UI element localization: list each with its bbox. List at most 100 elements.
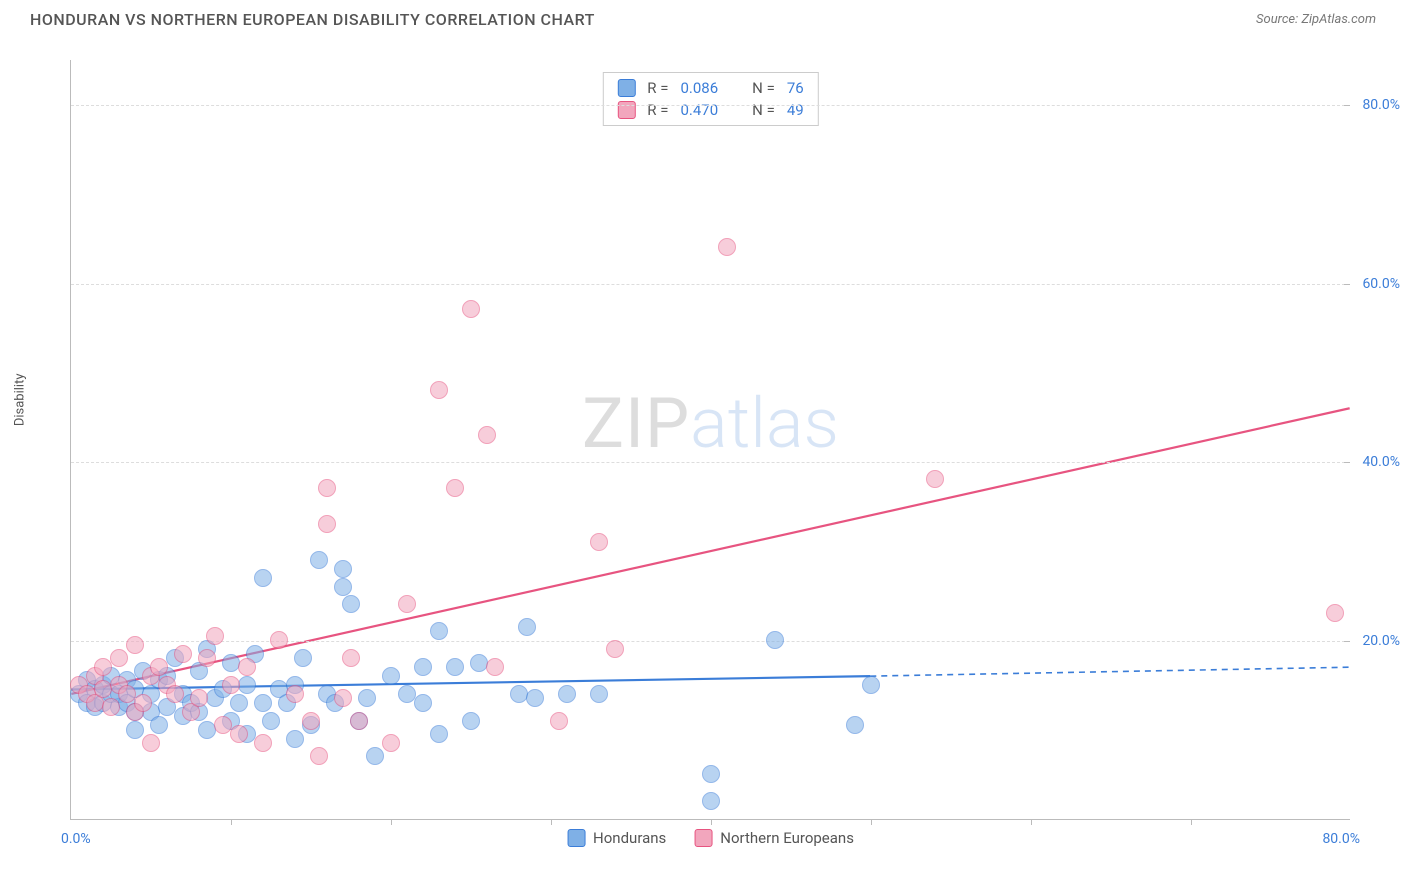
scatter-point-northern_europeans	[150, 658, 168, 676]
scatter-point-hondurans	[590, 685, 608, 703]
scatter-point-northern_europeans	[606, 640, 624, 658]
scatter-point-hondurans	[334, 578, 352, 596]
scatter-point-hondurans	[862, 676, 880, 694]
scatter-point-hondurans	[366, 747, 384, 765]
scatter-point-northern_europeans	[478, 426, 496, 444]
legend-swatch	[617, 101, 635, 119]
scatter-point-northern_europeans	[342, 649, 360, 667]
scatter-point-northern_europeans	[310, 747, 328, 765]
legend-swatch	[617, 79, 635, 97]
scatter-point-hondurans	[262, 712, 280, 730]
n-value: 49	[787, 101, 804, 119]
watermark-logo: ZIPatlas	[582, 383, 839, 465]
scatter-point-hondurans	[334, 560, 352, 578]
y-right-tick	[1344, 284, 1350, 285]
scatter-point-hondurans	[230, 694, 248, 712]
source-attribution: Source: ZipAtlas.com	[1256, 12, 1376, 27]
scatter-point-northern_europeans	[1326, 604, 1344, 622]
scatter-point-hondurans	[382, 667, 400, 685]
scatter-point-hondurans	[702, 792, 720, 810]
scatter-point-hondurans	[286, 730, 304, 748]
gridline	[71, 284, 1350, 285]
scatter-point-hondurans	[430, 725, 448, 743]
scatter-point-hondurans	[310, 551, 328, 569]
legend-item-northern_europeans: Northern Europeans	[694, 829, 854, 847]
scatter-point-hondurans	[462, 712, 480, 730]
r-label: R =	[647, 101, 668, 119]
scatter-point-northern_europeans	[462, 300, 480, 318]
scatter-point-northern_europeans	[222, 676, 240, 694]
scatter-point-northern_europeans	[590, 533, 608, 551]
legend-label: Hondurans	[593, 829, 666, 847]
r-value: 0.470	[680, 101, 718, 119]
scatter-point-hondurans	[558, 685, 576, 703]
correlation-stats-legend: R =0.086N =76R =0.470N =49	[602, 72, 818, 126]
scatter-point-northern_europeans	[166, 685, 184, 703]
scatter-point-northern_europeans	[238, 658, 256, 676]
legend-label: Northern Europeans	[720, 829, 854, 847]
n-value: 76	[787, 79, 804, 97]
scatter-point-hondurans	[358, 689, 376, 707]
x-tick	[231, 819, 232, 825]
scatter-point-northern_europeans	[318, 479, 336, 497]
series-legend: Hondurans Northern Europeans	[567, 829, 854, 847]
x-tick	[1031, 819, 1032, 825]
x-tick	[711, 819, 712, 825]
scatter-point-northern_europeans	[718, 238, 736, 256]
scatter-point-northern_europeans	[398, 595, 416, 613]
gridline	[71, 462, 1350, 463]
x-tick	[551, 819, 552, 825]
scatter-point-northern_europeans	[110, 649, 128, 667]
scatter-point-northern_europeans	[430, 381, 448, 399]
y-axis-label: Disability	[13, 373, 28, 426]
scatter-point-northern_europeans	[134, 694, 152, 712]
scatter-point-hondurans	[294, 649, 312, 667]
scatter-point-hondurans	[430, 622, 448, 640]
legend-swatch	[567, 829, 585, 847]
scatter-point-hondurans	[526, 689, 544, 707]
scatter-point-hondurans	[766, 631, 784, 649]
scatter-point-northern_europeans	[102, 698, 120, 716]
scatter-point-northern_europeans	[926, 470, 944, 488]
y-right-tick	[1344, 641, 1350, 642]
scatter-point-northern_europeans	[334, 689, 352, 707]
legend-item-hondurans: Hondurans	[567, 829, 666, 847]
watermark-part2: atlas	[690, 383, 839, 465]
scatter-point-hondurans	[414, 694, 432, 712]
scatter-point-hondurans	[126, 721, 144, 739]
stats-row-northern_europeans: R = 0.470 N = 49	[603, 99, 817, 121]
scatter-point-hondurans	[846, 716, 864, 734]
scatter-point-northern_europeans	[446, 479, 464, 497]
scatter-point-northern_europeans	[302, 712, 320, 730]
y-tick-label: 80.0%	[1362, 97, 1400, 113]
r-label: R =	[647, 79, 668, 97]
scatter-point-northern_europeans	[174, 645, 192, 663]
scatter-point-northern_europeans	[198, 649, 216, 667]
scatter-point-northern_europeans	[142, 734, 160, 752]
scatter-point-hondurans	[414, 658, 432, 676]
x-tick	[871, 819, 872, 825]
scatter-point-northern_europeans	[190, 689, 208, 707]
scatter-point-northern_europeans	[382, 734, 400, 752]
scatter-point-northern_europeans	[94, 658, 112, 676]
y-tick-label: 40.0%	[1362, 454, 1400, 470]
scatter-point-hondurans	[150, 716, 168, 734]
scatter-point-northern_europeans	[206, 627, 224, 645]
chart-title: HONDURAN VS NORTHERN EUROPEAN DISABILITY…	[30, 10, 595, 29]
scatter-point-hondurans	[518, 618, 536, 636]
scatter-point-northern_europeans	[286, 685, 304, 703]
scatter-point-northern_europeans	[486, 658, 504, 676]
x-tick	[391, 819, 392, 825]
y-right-tick	[1344, 462, 1350, 463]
chart-container: Disability ZIPatlas R =0.086N =76R =0.47…	[50, 50, 1370, 840]
scatter-point-hondurans	[254, 694, 272, 712]
gridline	[71, 641, 1350, 642]
y-tick-label: 20.0%	[1362, 633, 1400, 649]
n-label: N =	[752, 101, 775, 119]
x-axis-max-label: 80.0%	[1322, 831, 1360, 847]
scatter-plot-area: ZIPatlas R =0.086N =76R =0.470N =49 0.0%…	[70, 60, 1350, 820]
scatter-point-northern_europeans	[270, 631, 288, 649]
scatter-point-hondurans	[446, 658, 464, 676]
scatter-point-hondurans	[342, 595, 360, 613]
stats-row-hondurans: R =0.086N =76	[603, 77, 817, 99]
